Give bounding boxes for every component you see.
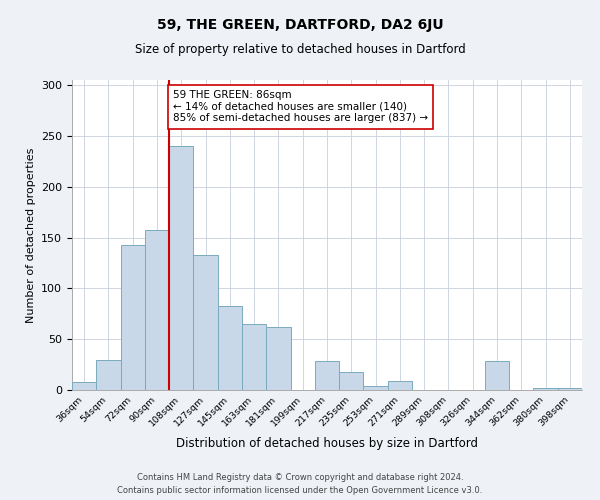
- X-axis label: Distribution of detached houses by size in Dartford: Distribution of detached houses by size …: [176, 436, 478, 450]
- Bar: [485, 360, 509, 390]
- Bar: [193, 255, 218, 390]
- Text: 59 THE GREEN: 86sqm
← 14% of detached houses are smaller (140)
85% of semi-detac: 59 THE GREEN: 86sqm ← 14% of detached ho…: [173, 90, 428, 124]
- Bar: [364, 386, 388, 390]
- Bar: [242, 324, 266, 390]
- Text: 59, THE GREEN, DARTFORD, DA2 6JU: 59, THE GREEN, DARTFORD, DA2 6JU: [157, 18, 443, 32]
- Bar: [121, 244, 145, 390]
- Text: Size of property relative to detached houses in Dartford: Size of property relative to detached ho…: [134, 42, 466, 56]
- Y-axis label: Number of detached properties: Number of detached properties: [26, 148, 35, 322]
- Bar: [72, 382, 96, 390]
- Bar: [96, 360, 121, 390]
- Bar: [145, 230, 169, 390]
- Bar: [388, 381, 412, 390]
- Bar: [533, 388, 558, 390]
- Bar: [169, 146, 193, 390]
- Bar: [558, 388, 582, 390]
- Text: Contains HM Land Registry data © Crown copyright and database right 2024.
Contai: Contains HM Land Registry data © Crown c…: [118, 474, 482, 495]
- Bar: [315, 360, 339, 390]
- Bar: [266, 327, 290, 390]
- Bar: [218, 306, 242, 390]
- Bar: [339, 372, 364, 390]
